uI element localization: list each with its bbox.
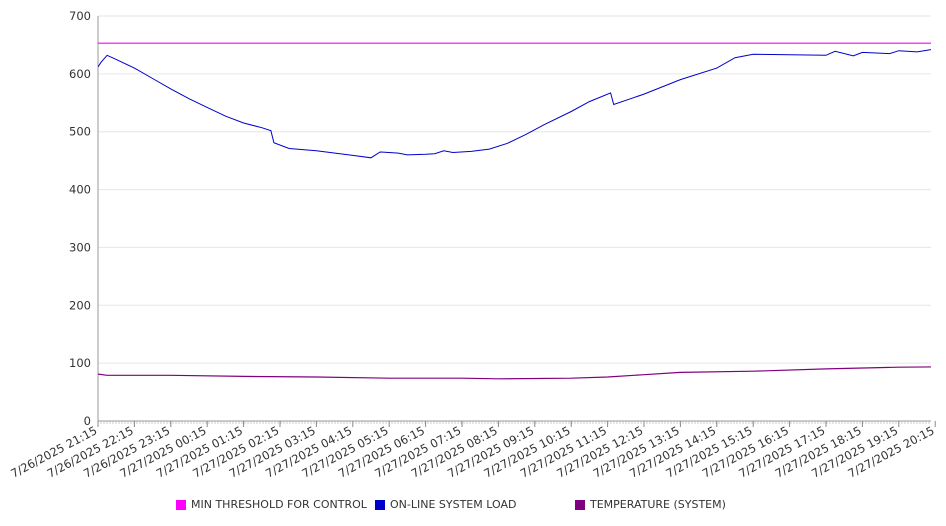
y-tick-label-600: 600 — [69, 67, 91, 81]
series-line-1 — [98, 49, 931, 159]
legend: MIN THRESHOLD FOR CONTROL ON-LINE SYSTEM… — [0, 498, 946, 514]
series-line-2 — [98, 366, 931, 380]
y-tick-label-300: 300 — [69, 240, 91, 254]
y-tick-label-700: 700 — [69, 9, 91, 23]
y-tick-label-200: 200 — [69, 298, 91, 312]
series-group — [98, 42, 931, 380]
grid — [98, 15, 931, 422]
legend-item-min-threshold[interactable]: MIN THRESHOLD FOR CONTROL — [176, 498, 367, 511]
legend-label-min-threshold: MIN THRESHOLD FOR CONTROL — [191, 498, 367, 511]
legend-swatch-temperature — [575, 499, 585, 510]
legend-item-temperature[interactable]: TEMPERATURE (SYSTEM) — [575, 498, 726, 511]
legend-label-system-load: ON-LINE SYSTEM LOAD — [390, 498, 517, 511]
y-axis-ticks: 0 100 200 300 400 500 600 700 — [69, 9, 91, 428]
chart: 7/26/2025 21:157/26/2025 22:157/26/2025 … — [8, 9, 937, 481]
y-tick-label-500: 500 — [69, 125, 91, 139]
legend-label-temperature: TEMPERATURE (SYSTEM) — [590, 498, 726, 511]
y-tick-label-400: 400 — [69, 183, 91, 197]
legend-item-system-load[interactable]: ON-LINE SYSTEM LOAD — [375, 498, 516, 511]
y-tick-label-100: 100 — [69, 356, 91, 370]
y-tick-label-0: 0 — [84, 414, 91, 428]
x-axis-ticks: 7/26/2025 21:157/26/2025 22:157/26/2025 … — [8, 421, 937, 481]
legend-swatch-system-load — [375, 499, 385, 510]
legend-swatch-min-threshold — [176, 499, 186, 510]
